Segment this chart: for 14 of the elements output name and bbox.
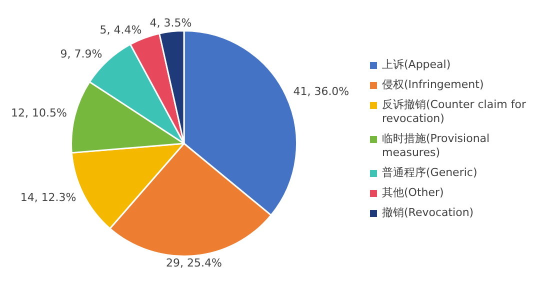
data-label: 29, 25.4% [166,256,222,270]
data-label: 14, 12.3% [20,190,76,204]
legend-label: 上诉(Appeal) [382,58,451,72]
data-label: 9, 7.9% [60,48,102,61]
legend-label: 侵权(Infringement) [382,78,484,92]
legend-label: 反诉撤销(Counter claim for revocation) [382,98,527,126]
data-label: 12, 10.5% [11,106,67,120]
legend-label: 撤销(Revocation) [382,206,474,220]
data-label: 41, 36.0% [293,84,350,98]
legend-label: 其他(Other) [382,186,444,200]
data-label: 4, 3.5% [150,16,192,30]
data-label: 5, 4.4% [100,23,142,36]
legend-label: 普通程序(Generic) [382,166,478,180]
legend-label: 临时措施(Provisional measures) [382,132,491,160]
